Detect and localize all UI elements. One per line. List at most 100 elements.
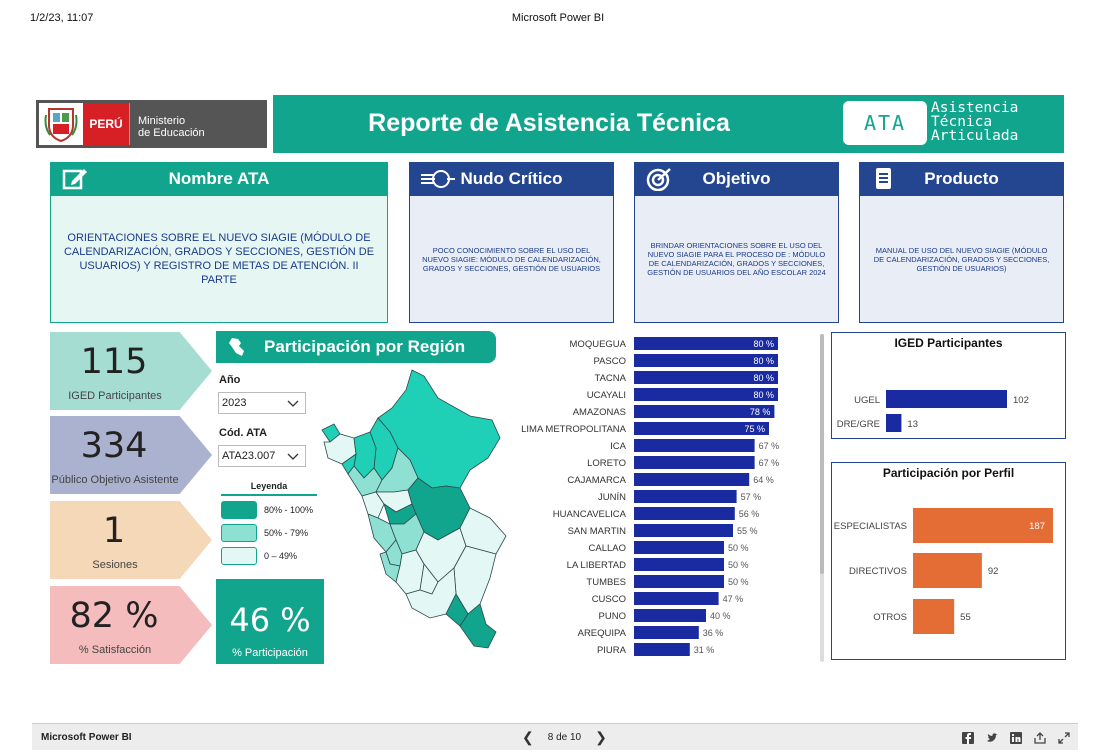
card-body: ORIENTACIONES SOBRE EL NUEVO SIAGIE (MÓD… [50,196,388,323]
legend-swatch [221,547,257,565]
footer-brand: Microsoft Power BI [41,732,132,743]
legend-title: Leyenda [221,481,317,496]
kpi-publico-objetivo: 334 Público Objetivo Asistente [50,416,212,494]
chevron-down-icon [287,450,299,465]
region-bar[interactable] [634,541,724,554]
minedu-logo: PERÚ Ministerio de Educación [36,100,267,148]
iged-bar[interactable] [886,390,1007,408]
fullscreen-icon[interactable] [1058,731,1070,744]
ministry-line2: de Educación [138,127,205,139]
region-bar[interactable] [634,507,735,520]
ata-word: Asistencia [931,100,1019,116]
card-objetivo: Objetivo BRINDAR ORIENTACIONES SOBRE EL … [634,162,839,323]
document-icon [871,167,897,191]
facebook-icon[interactable] [962,731,974,744]
map-region-ancash[interactable] [361,491,385,519]
legend-item: 50% - 79% [221,524,317,542]
region-bar[interactable] [634,626,699,639]
region-bar[interactable] [634,643,690,656]
profile-bar[interactable] [913,599,955,634]
region-value-label: 56 % [739,509,760,519]
cod-ata-filter-label: Cód. ATA [219,427,268,439]
print-date: 1/2/23, 11:07 [30,12,94,24]
print-title: Microsoft Power BI [511,12,605,24]
card-body: BRINDAR ORIENTACIONES SOBRE EL USO DEL N… [634,196,839,323]
legend-item: 80% - 100% [221,501,317,519]
profile-participation-chart: ESPECIALISTAS 187 DIRECTIVOS 92 OTROS 55 [834,508,1053,634]
year-filter-dropdown[interactable]: 2023 [218,392,306,414]
ata-word: Técnica [931,114,993,130]
card-body: POCO CONOCIMIENTO SOBRE EL USO DEL NUEVO… [409,196,614,323]
kpi-label: Público Objetivo Asistente [51,474,179,486]
legend-label: 80% - 100% [264,505,314,515]
region-bar[interactable] [634,439,755,452]
map-region-arequipa[interactable] [405,567,457,619]
region-label: CAJAMARCA [567,475,626,486]
profile-participation-panel: Participación por Perfil ESPECIALISTAS 18… [831,462,1066,660]
region-label: ICA [610,441,627,452]
region-label: PIURA [597,645,627,656]
cod-ata-filter-dropdown[interactable]: ATA23.007 [218,445,306,467]
kpi-value: 1 [102,511,126,551]
region-label: PASCO [593,356,626,367]
region-bar[interactable] [634,473,750,486]
region-bar[interactable] [634,490,737,503]
kpi-iged-participantes: 115 IGED Participantes [50,332,212,410]
linkedin-icon[interactable] [1010,731,1022,744]
edit-icon [62,167,88,191]
card-header: Nudo Crítico [409,162,614,196]
region-label: LA LIBERTAD [567,560,626,571]
twitter-icon[interactable] [986,731,998,743]
peru-region-map[interactable] [320,368,510,654]
card-header: Producto [859,162,1064,196]
region-value-label: 75 % [744,424,765,434]
powerbi-footer: Microsoft Power BI ❮ 8 de 10 ❯ [32,723,1078,750]
region-bar[interactable] [634,371,778,384]
region-bar[interactable] [634,575,724,588]
panel-title: Participación por Perfil [882,466,1015,480]
next-page-button[interactable]: ❯ [595,729,607,745]
region-bar[interactable] [634,456,755,469]
region-value-label: 57 % [741,492,762,502]
cod-ata-filter-value: ATA23.007 [222,450,276,462]
region-value-label: 67 % [759,441,780,451]
region-bar[interactable] [634,405,775,418]
region-bar[interactable] [634,524,733,537]
kpi-participacion: 46 % % Participación [216,579,324,664]
region-bar[interactable] [634,354,778,367]
profile-bar[interactable] [913,508,1053,543]
kpi-label: % Participación [232,647,308,659]
region-value-label: 31 % [694,645,715,655]
kpi-value: 46 % [229,601,311,639]
region-label: JUNÍN [598,492,626,503]
prev-page-button[interactable]: ❮ [522,729,534,745]
region-participation-chart: MOQUEGUA 80 % PASCO 80 % TACNA 80 % UCAYALI 80 … [521,337,780,656]
card-body: MANUAL DE USO DEL NUEVO SIAGIE (MÓDULO D… [859,196,1064,323]
region-bar[interactable] [634,422,769,435]
chart-scrollbar[interactable] [820,334,824,662]
year-filter-value: 2023 [222,397,247,409]
card-title: Nombre ATA [168,169,270,188]
region-bar[interactable] [634,609,706,622]
kpi-sesiones: 1 Sesiones [50,501,212,579]
iged-bar[interactable] [886,414,902,432]
map-region-tacna[interactable] [459,603,497,649]
region-title: Participación por Región [264,337,466,356]
region-bar[interactable] [634,337,778,350]
page-navigator: ❮ 8 de 10 ❯ [522,729,607,746]
kpi-value: 334 [80,426,148,466]
profile-value-label: 55 [960,612,971,623]
share-icon[interactable] [1034,731,1046,744]
scrollbar-thumb[interactable] [820,334,824,574]
profile-bar[interactable] [913,553,982,588]
region-bar[interactable] [634,558,724,571]
region-bar[interactable] [634,592,719,605]
region-header: Participación por Región [216,331,496,363]
card-nudo-critico: Nudo Crítico POCO CONOCIMIENTO SOBRE EL … [409,162,614,323]
ata-badge: ATA [843,101,927,145]
card-title: Nudo Crítico [460,169,563,188]
target-icon [646,167,672,192]
region-label: AREQUIPA [578,628,627,639]
region-bar[interactable] [634,388,778,401]
ministry-label: Ministerio de Educación [129,103,267,145]
